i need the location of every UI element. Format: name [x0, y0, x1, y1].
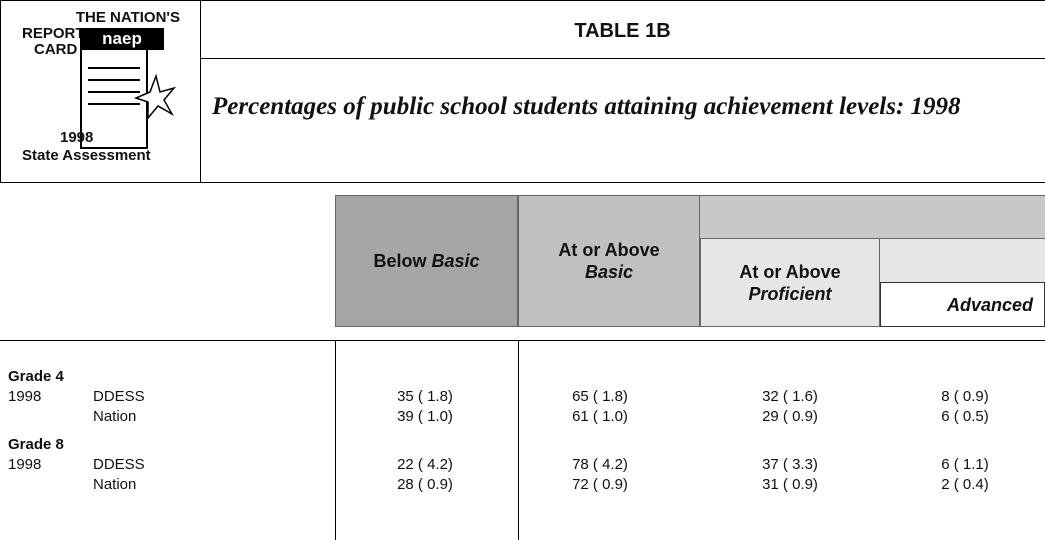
rule [0, 0, 1, 183]
cell: 8 ( 0.9) [941, 388, 989, 405]
header-part: Basic [431, 251, 480, 271]
logo-text: THE NATION'S [75, 9, 180, 26]
header-bg [700, 195, 1045, 239]
cell: 32 ( 1.6) [762, 388, 818, 405]
cell: 29 ( 0.9) [762, 408, 818, 425]
rule [200, 58, 1045, 59]
row-year: 1998 [8, 388, 42, 405]
column-header: At or Above Basic [518, 195, 700, 327]
subtitle: Percentages of public school students at… [212, 93, 961, 120]
header-part: At or Above [558, 240, 660, 260]
rule [518, 340, 519, 540]
header-part: Below [373, 251, 432, 271]
cell: 37 ( 3.3) [762, 456, 818, 473]
logo-text: CARD [34, 41, 78, 58]
cell: 6 ( 0.5) [941, 408, 989, 425]
cell: 61 ( 1.0) [572, 408, 628, 425]
logo-text: 1998 [60, 129, 94, 146]
logo-text: REPORT [22, 25, 85, 42]
row-name: Nation [93, 476, 137, 493]
cell: 2 ( 0.4) [941, 476, 989, 493]
rule [0, 340, 1045, 341]
header-text: Below Basic [373, 250, 479, 272]
column-header: At or Above Proficient [700, 238, 880, 327]
header-bg [880, 238, 1045, 283]
header-part: Proficient [748, 283, 832, 304]
header-text: At or Above Proficient [739, 261, 840, 305]
row-name: Nation [93, 408, 137, 425]
rule [200, 0, 201, 183]
logo-text: State Assessment [22, 147, 151, 164]
header-bg [700, 238, 880, 327]
rule [0, 0, 1045, 1]
cell: 22 ( 4.2) [397, 456, 453, 473]
header-bg [518, 195, 700, 327]
cell: 65 ( 1.8) [572, 388, 628, 405]
cell: 78 ( 4.2) [572, 456, 628, 473]
cell: 28 ( 0.9) [397, 476, 453, 493]
group-label: Grade 4 [8, 368, 64, 385]
logo-icon [80, 48, 177, 149]
cell: 31 ( 0.9) [762, 476, 818, 493]
group-label: Grade 8 [8, 436, 64, 453]
column-header: Advanced [880, 282, 1045, 327]
cell: 6 ( 1.1) [941, 456, 989, 473]
cell: 39 ( 1.0) [397, 408, 453, 425]
title: TABLE 1B [574, 20, 671, 42]
row-name: DDESS [93, 388, 145, 405]
header-bg [335, 195, 518, 327]
header-part: At or Above [739, 261, 841, 282]
header-part: Advanced [946, 294, 1033, 315]
row-year: 1998 [8, 456, 42, 473]
cell: 72 ( 0.9) [572, 476, 628, 493]
header-text: At or Above Basic [558, 239, 659, 283]
column-header: Below Basic [335, 195, 518, 327]
logo-mark: naep [80, 28, 164, 50]
row-name: DDESS [93, 456, 145, 473]
header-part: Basic [584, 262, 634, 282]
rule [335, 340, 336, 540]
rule [0, 182, 1045, 183]
cell: 35 ( 1.8) [397, 388, 453, 405]
header-text: Advanced [947, 294, 1033, 316]
